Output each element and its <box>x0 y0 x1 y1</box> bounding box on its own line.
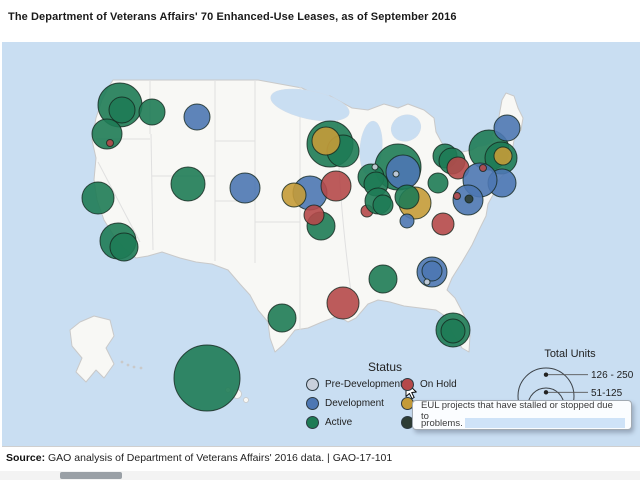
status-legend-item-on-hold[interactable]: On Hold <box>401 378 457 391</box>
size-legend-dot <box>543 390 549 395</box>
map-bubble-gold[interactable] <box>281 182 307 208</box>
alaska <box>69 315 115 383</box>
map-bubble-active[interactable] <box>108 96 136 124</box>
status-legend-label: Development <box>325 398 384 409</box>
map-bubble-on_hold[interactable] <box>479 164 487 172</box>
status-legend-item-pre-development[interactable]: Pre-Development <box>306 378 403 391</box>
status-legend-label: Active <box>325 417 353 428</box>
map-bubble-pre_development[interactable] <box>371 163 379 171</box>
status-swatch-icon <box>401 378 414 391</box>
tooltip-line-1: EUL projects that have stalled or stoppe… <box>421 400 625 422</box>
status-legend-label: Pre-Development <box>325 379 403 390</box>
map-bubble-active[interactable] <box>173 344 241 412</box>
map-bubble-pre_development[interactable] <box>423 278 431 286</box>
status-legend-column-1: Pre-Development Development Active <box>306 378 403 429</box>
tooltip-text-1: EUL projects that have stalled or stoppe… <box>421 400 613 422</box>
map-bubble-active[interactable] <box>372 194 394 216</box>
map-bubble-active[interactable] <box>91 118 123 150</box>
status-swatch-icon <box>306 378 319 391</box>
map-bubble-gold[interactable] <box>493 146 513 166</box>
tooltip-highlight-2 <box>464 418 625 428</box>
tooltip: EUL projects that have stalled or stoppe… <box>412 400 632 430</box>
map-bubble-on_hold[interactable] <box>326 286 360 320</box>
map-bubble-development[interactable] <box>421 260 443 282</box>
size-legend-dot <box>543 372 549 377</box>
map-bubble-active[interactable] <box>81 181 115 215</box>
size-legend-label: 126 - 250 <box>591 370 634 381</box>
map-bubble-active[interactable] <box>267 303 297 333</box>
map-bubble-active[interactable] <box>440 318 466 344</box>
map-bubble-active[interactable] <box>394 184 420 210</box>
bubbles-layer <box>81 82 521 412</box>
scrollbar-thumb[interactable] <box>60 472 122 479</box>
status-legend-item-development[interactable]: Development <box>306 397 403 410</box>
source-line: Source: GAO analysis of Department of Ve… <box>6 452 392 464</box>
status-swatch-icon <box>306 397 319 410</box>
map-bubble-active[interactable] <box>427 172 449 194</box>
map-bubble-on_hold[interactable] <box>431 212 455 236</box>
tooltip-text-2: problems. <box>421 417 463 429</box>
source-label: Source: <box>6 452 46 464</box>
map-bubble-development[interactable] <box>493 114 521 142</box>
size-legend-title: Total Units <box>544 348 596 360</box>
source-text: GAO analysis of Department of Veterans A… <box>45 452 393 464</box>
page-title: The Department of Veterans Affairs' 70 E… <box>8 11 457 23</box>
map-bubble-active[interactable] <box>368 264 398 294</box>
tooltip-line-2: problems. <box>421 417 625 429</box>
map-bubble-on_hold[interactable] <box>303 204 325 226</box>
status-legend-label: On Hold <box>420 379 457 390</box>
horizontal-scrollbar[interactable] <box>0 471 640 480</box>
map-bubble-development[interactable] <box>183 103 211 131</box>
aleutian-islands <box>120 360 143 370</box>
status-legend-column-2: On Hold <box>401 378 457 429</box>
map-bubble-on_hold[interactable] <box>320 170 352 202</box>
map-bubble-development[interactable] <box>399 213 415 229</box>
size-legend-label: 51-125 <box>591 388 623 399</box>
map-bubble-active[interactable] <box>109 232 139 262</box>
map-bubble-on_hold[interactable] <box>106 139 114 147</box>
map-bubble-dark[interactable] <box>464 194 474 204</box>
map-bubble-on_hold[interactable] <box>453 192 461 200</box>
status-legend-title: Status <box>367 360 403 374</box>
status-legend-item-active[interactable]: Active <box>306 416 403 429</box>
status-swatch-icon <box>306 416 319 429</box>
map-bubble-gold[interactable] <box>311 126 341 156</box>
map-bubble-active[interactable] <box>138 98 166 126</box>
map-bubble-development[interactable] <box>229 172 261 204</box>
map-bubble-active[interactable] <box>170 166 206 202</box>
map-bubble-pre_development[interactable] <box>392 170 400 178</box>
map-bubble-development[interactable] <box>385 154 421 190</box>
